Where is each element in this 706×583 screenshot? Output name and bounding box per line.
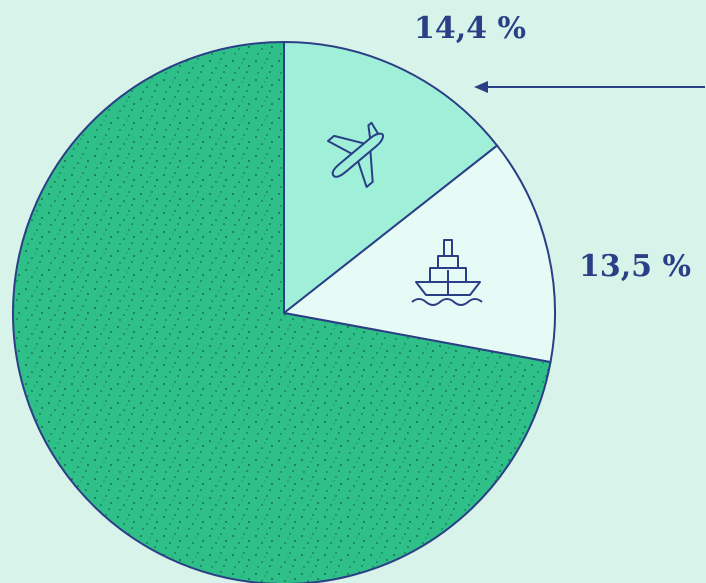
pie-slice (283, 40, 499, 316)
arrow-head (474, 81, 488, 93)
pie (12, 40, 556, 583)
ship-icon (411, 239, 483, 306)
plane-icon (326, 121, 384, 188)
pie-slice (281, 144, 556, 364)
pie-slice (12, 40, 552, 583)
slice-label: 14,4 % (414, 11, 526, 46)
slice-label: 13,5 % (579, 249, 691, 284)
